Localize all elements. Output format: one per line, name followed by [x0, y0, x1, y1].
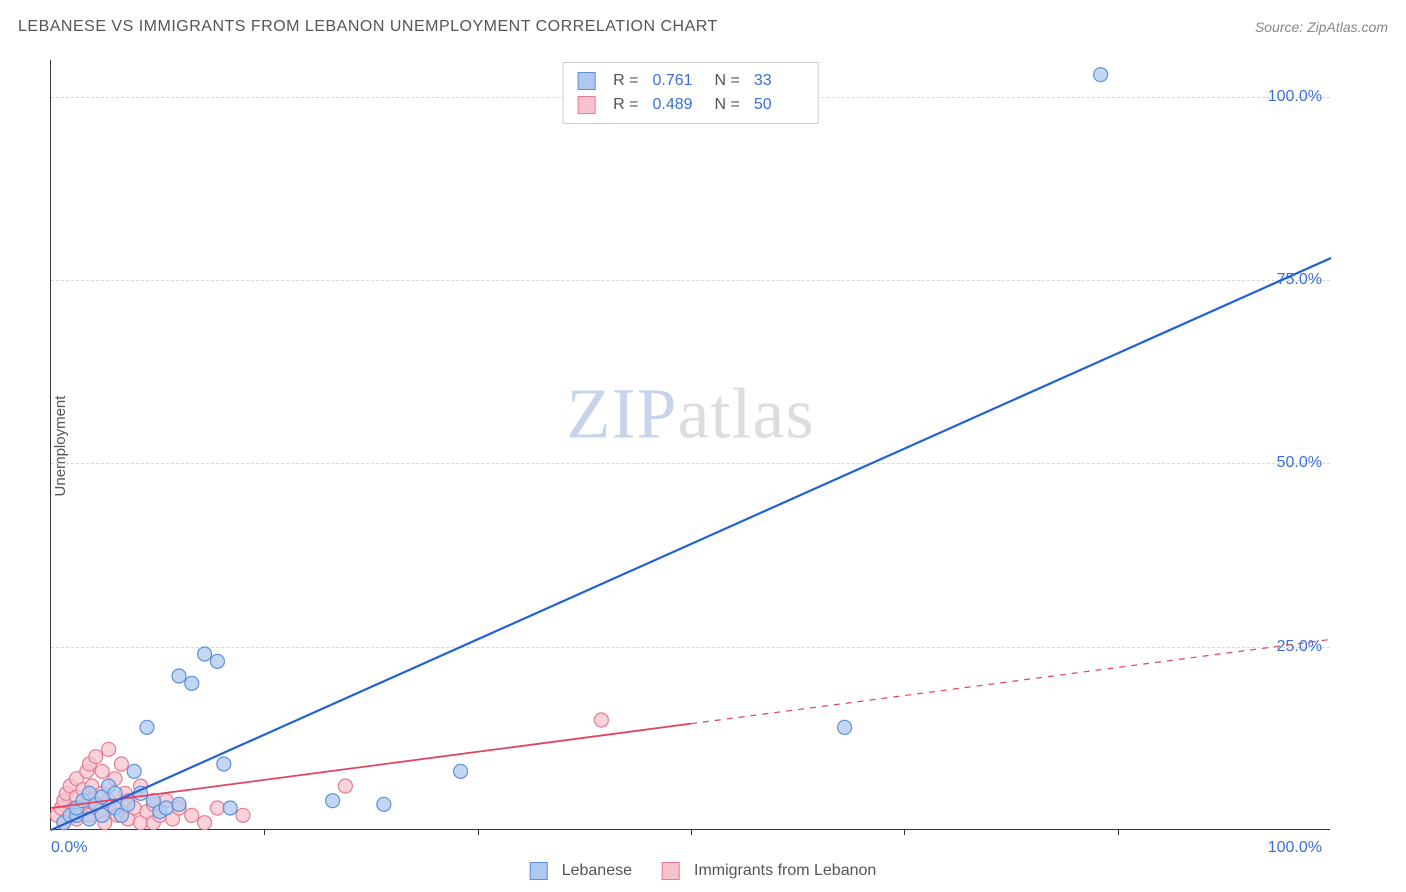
chart-title: LEBANESE VS IMMIGRANTS FROM LEBANON UNEM… — [18, 18, 718, 36]
plot-svg — [51, 60, 1330, 829]
swatch-lebanese-bottom — [530, 862, 548, 880]
r-value-immigrants: 0.489 — [653, 93, 703, 117]
r-value-lebanese: 0.761 — [653, 69, 703, 93]
series-legend: Lebanese Immigrants from Lebanon — [530, 862, 877, 880]
swatch-lebanese — [577, 72, 595, 90]
source-attribution: Source: ZipAtlas.com — [1255, 19, 1388, 35]
x-tick-mark — [691, 829, 692, 835]
swatch-immigrants — [577, 96, 595, 114]
chart-container: LEBANESE VS IMMIGRANTS FROM LEBANON UNEM… — [0, 0, 1406, 892]
legend-row-lebanese: R = 0.761 N = 33 — [577, 69, 804, 93]
n-value-immigrants: 50 — [754, 93, 804, 117]
legend-label-immigrants: Immigrants from Lebanon — [694, 862, 876, 880]
x-tick-min: 0.0% — [51, 839, 87, 857]
legend-item-immigrants: Immigrants from Lebanon — [662, 862, 876, 880]
n-value-lebanese: 33 — [754, 69, 804, 93]
r-label: R = — [613, 93, 638, 117]
r-label: R = — [613, 69, 638, 93]
n-label: N = — [715, 69, 740, 93]
n-label: N = — [715, 93, 740, 117]
legend-row-immigrants: R = 0.489 N = 50 — [577, 93, 804, 117]
legend-label-lebanese: Lebanese — [562, 862, 632, 880]
title-bar: LEBANESE VS IMMIGRANTS FROM LEBANON UNEM… — [18, 18, 1388, 36]
x-tick-max: 100.0% — [1268, 839, 1322, 857]
plot-area: ZIPatlas 25.0%50.0%75.0%100.0% R = 0.761… — [50, 60, 1330, 830]
correlation-legend: R = 0.761 N = 33 R = 0.489 N = 50 — [562, 62, 819, 124]
swatch-immigrants-bottom — [662, 862, 680, 880]
x-tick-mark — [904, 829, 905, 835]
x-tick-mark — [478, 829, 479, 835]
legend-item-lebanese: Lebanese — [530, 862, 632, 880]
x-tick-mark — [264, 829, 265, 835]
x-tick-mark — [1118, 829, 1119, 835]
